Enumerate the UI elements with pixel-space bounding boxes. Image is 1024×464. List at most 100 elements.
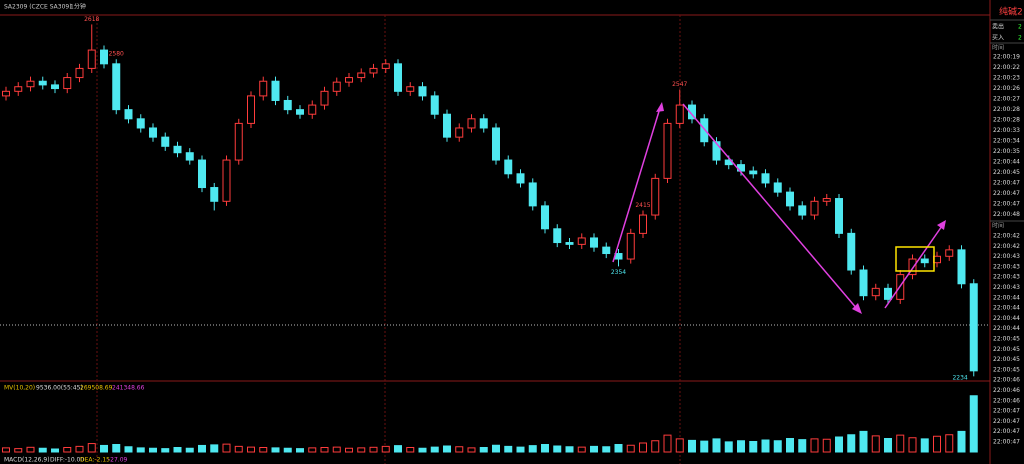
trend-arrow (682, 103, 859, 311)
price-label: 2234 (952, 375, 967, 382)
trade-time: 22:00:35 (993, 148, 1020, 155)
trade-time: 22:00:45 (993, 169, 1020, 176)
trade-time: 22:00:47 (993, 439, 1020, 446)
volume-bar (908, 437, 917, 453)
volume-bar (479, 447, 488, 453)
trade-time: 22:00:47 (993, 180, 1020, 187)
trade-time: 22:00:28 (993, 106, 1020, 113)
candle-body (749, 170, 758, 175)
candle-body (467, 118, 476, 129)
trade-time: 22:00:44 (993, 325, 1020, 332)
trade-time: 22:00:44 (993, 305, 1020, 312)
volume-bar (234, 445, 243, 453)
candle-body (822, 198, 831, 202)
sell-label: 卖出 (992, 23, 1004, 31)
candle-body (26, 80, 35, 88)
volume-bar (259, 447, 268, 453)
candle-body (394, 63, 402, 92)
candle-body (761, 173, 770, 184)
volume-bar (455, 446, 464, 453)
volume-bar (2, 447, 10, 453)
volume-bar (283, 447, 292, 453)
volume-bar (296, 448, 304, 453)
volume-bar (590, 445, 598, 453)
candle-body (663, 122, 672, 179)
volume-bar (173, 447, 182, 453)
volume-bar (835, 436, 843, 453)
trade-time: 22:00:44 (993, 294, 1020, 301)
volume-bar (969, 395, 978, 453)
buy-label: 买入 (992, 34, 1004, 42)
volume-bar (75, 445, 84, 453)
volume-bar (945, 434, 954, 453)
time-header: 时间 (992, 44, 1004, 52)
trade-time: 22:00:34 (993, 138, 1020, 145)
volume-bar (112, 444, 121, 453)
candle-body (577, 237, 586, 245)
volume-bar (504, 445, 513, 453)
volume-bar (149, 447, 157, 453)
price-label: 2354 (611, 269, 626, 276)
candle-body (75, 67, 84, 79)
candle-body (406, 86, 415, 92)
volume-bar (737, 440, 745, 453)
mv-value: 269508.69 (80, 385, 113, 392)
candle-body (296, 109, 304, 115)
candle-body (871, 287, 880, 297)
price-label: 2547 (672, 81, 687, 88)
candle-body (847, 232, 856, 271)
trend-arrow (884, 225, 943, 309)
mv-value: 241348.66 (112, 385, 145, 392)
candle-body (884, 287, 892, 300)
volume-bar (957, 430, 966, 453)
candle-body (651, 177, 660, 216)
candle-body (602, 246, 611, 255)
trade-time: 22:00:44 (993, 315, 1020, 322)
candle-body (345, 77, 353, 83)
mv-value: 9536.00(55:45) (36, 385, 83, 392)
candle-body (553, 228, 562, 244)
trade-time: 22:00:45 (993, 336, 1020, 343)
volume-bar (381, 445, 390, 453)
volume-bar (247, 446, 255, 453)
candle-body (541, 205, 549, 230)
volume-bar (198, 444, 206, 453)
volume-bar (394, 445, 402, 453)
trade-time: 22:00:46 (993, 377, 1020, 384)
volume-bar (896, 434, 905, 453)
volume-bar (87, 443, 96, 453)
candle-body (332, 81, 341, 92)
candle-body (443, 113, 451, 138)
symbol[interactable]: SA2309 (CZCE SA309) (4, 4, 72, 11)
volume-bar (418, 447, 427, 453)
volume-bar (320, 447, 329, 453)
candle-body (14, 86, 23, 92)
volume-bar (492, 444, 500, 453)
trade-time: 22:00:33 (993, 127, 1020, 134)
volume-bar (38, 447, 47, 453)
volume-bar (51, 448, 59, 453)
annotations (612, 102, 946, 314)
volume-bar (136, 447, 145, 453)
volume-bar (271, 447, 280, 453)
candle-body (259, 80, 268, 97)
candle-body (87, 49, 96, 69)
volume-bar (100, 444, 108, 453)
candle-body (161, 136, 170, 147)
volume-bar (749, 441, 758, 453)
volume-bar (406, 447, 415, 453)
candle-body (369, 67, 378, 74)
volume-bar (357, 447, 366, 453)
candle-body (38, 80, 47, 86)
volume-bar (541, 444, 549, 453)
candle-body (712, 141, 721, 161)
volume-bar (810, 438, 819, 453)
price-label: 2618 (84, 16, 99, 23)
candle-body (492, 127, 500, 161)
candle-body (198, 159, 206, 189)
candle-body (700, 118, 709, 143)
period[interactable]: 1分钟 (70, 3, 86, 11)
trade-time: 22:00:46 (993, 397, 1020, 404)
volume-bar (859, 430, 868, 453)
candle-body (357, 72, 366, 79)
